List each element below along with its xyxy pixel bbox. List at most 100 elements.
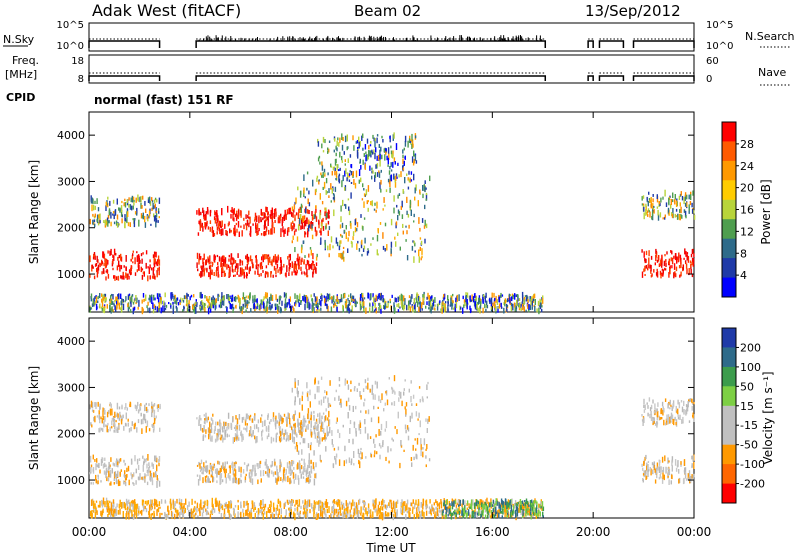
power-echo-pixel <box>153 304 156 308</box>
power-echo-pixel <box>684 248 686 255</box>
power-echo-pixel <box>124 202 127 208</box>
power-echo-pixel <box>516 299 518 306</box>
velocity-echo-pixel <box>249 511 251 516</box>
velocity-echo-pixel <box>412 394 415 399</box>
power-echo-pixel <box>537 300 540 307</box>
power-echo-pixel <box>114 300 116 303</box>
power-echo-pixel <box>470 299 472 303</box>
power-echo-pixel <box>116 223 119 228</box>
power-echo-pixel <box>647 201 649 207</box>
power-echo-pixel <box>330 163 332 168</box>
velocity-echo-pixel <box>131 421 133 426</box>
velocity-echo-pixel <box>355 428 357 434</box>
power-echo-pixel <box>312 253 314 260</box>
power-echo-pixel <box>149 200 152 206</box>
power-echo-pixel <box>112 258 114 265</box>
velocity-echo-pixel <box>318 431 320 439</box>
power-echo-pixel <box>372 151 374 155</box>
power-echo-pixel <box>313 264 315 270</box>
power-echo-pixel <box>110 293 113 297</box>
power-echo-pixel <box>409 206 411 211</box>
velocity-echo-pixel <box>115 512 118 516</box>
power-echo-pixel <box>310 249 312 256</box>
velocity-echo-pixel <box>358 424 360 431</box>
velocity-echo-pixel <box>418 503 420 510</box>
power-echo-pixel <box>365 151 367 154</box>
power-echo-pixel <box>323 181 326 189</box>
velocity-echo-pixel <box>294 446 297 450</box>
power-echo-pixel <box>170 306 172 309</box>
velocity-echo-pixel <box>139 510 142 514</box>
power-colorbar-segment <box>722 219 736 240</box>
power-echo-pixel <box>242 292 245 300</box>
power-echo-pixel <box>274 306 277 311</box>
velocity-echo-pixel <box>418 510 421 514</box>
velocity-echo-pixel <box>97 504 100 508</box>
velocity-echo-pixel <box>540 502 542 510</box>
power-echo-pixel <box>676 198 678 202</box>
velocity-echo-pixel <box>388 512 390 517</box>
velocity-echo-pixel <box>246 464 248 472</box>
velocity-echo-pixel <box>307 443 310 448</box>
power-echo-pixel <box>100 306 103 309</box>
velocity-echo-pixel <box>255 510 258 513</box>
power-echo-pixel <box>681 196 684 201</box>
velocity-echo-pixel <box>96 463 98 467</box>
power-echo-pixel <box>656 206 659 209</box>
velocity-echo-pixel <box>158 501 161 507</box>
power-echo-pixel <box>394 236 396 240</box>
power-echo-pixel <box>201 222 203 227</box>
power-echo-pixel <box>288 227 290 233</box>
power-echo-pixel <box>382 245 385 250</box>
power-echo-pixel <box>447 305 449 312</box>
power-echo-pixel <box>370 150 372 155</box>
power-echo-pixel <box>352 135 354 141</box>
velocity-echo-pixel <box>303 438 306 444</box>
power-echo-pixel <box>230 258 232 262</box>
power-echo-pixel <box>444 307 447 312</box>
power-echo-pixel <box>662 196 664 200</box>
power-echo-pixel <box>401 294 403 302</box>
power-echo-pixel <box>402 158 404 164</box>
power-echo-pixel <box>303 215 306 220</box>
velocity-echo-pixel <box>290 500 292 507</box>
velocity-echo-pixel <box>219 503 221 509</box>
velocity-echo-pixel <box>380 430 382 436</box>
power-echo-pixel <box>466 298 468 304</box>
velocity-echo-pixel <box>325 446 327 452</box>
velocity-echo-pixel <box>151 406 153 412</box>
velocity-echo-pixel <box>233 426 236 429</box>
power-echo-pixel <box>424 204 426 210</box>
power-echo-pixel <box>411 156 414 163</box>
power-echo-pixel <box>379 154 381 160</box>
velocity-echo-pixel <box>109 473 112 478</box>
velocity-echo-pixel <box>344 513 346 518</box>
velocity-echo-pixel <box>396 429 398 435</box>
velocity-echo-pixel <box>211 471 213 477</box>
power-echo-pixel <box>176 297 179 301</box>
power-echo-pixel <box>402 223 404 228</box>
power-echo-pixel <box>276 298 279 302</box>
velocity-echo-pixel <box>159 506 161 509</box>
power-echo-pixel <box>138 299 140 307</box>
velocity-echo-pixel <box>379 507 381 514</box>
power-echo-pixel <box>306 187 308 191</box>
velocity-echo-pixel <box>346 513 349 519</box>
power-echo-pixel <box>379 182 381 190</box>
velocity-echo-pixel <box>159 405 161 409</box>
power-echo-pixel <box>121 200 123 204</box>
power-colorbar-segment <box>722 258 736 278</box>
velocity-echo-pixel <box>337 499 339 506</box>
power-echo-pixel <box>447 308 449 313</box>
power-echo-pixel <box>240 210 242 216</box>
velocity-echo-pixel <box>203 505 206 508</box>
power-echo-pixel <box>362 133 364 138</box>
power-echo-pixel <box>208 298 210 304</box>
velocity-echo-pixel <box>154 501 156 506</box>
power-echo-pixel <box>384 222 387 227</box>
range-tick-label: 1000 <box>57 268 85 281</box>
power-echo-pixel <box>174 294 176 299</box>
power-echo-pixel <box>352 295 354 299</box>
power-echo-pixel <box>271 259 273 267</box>
velocity-echo-pixel <box>333 509 335 516</box>
